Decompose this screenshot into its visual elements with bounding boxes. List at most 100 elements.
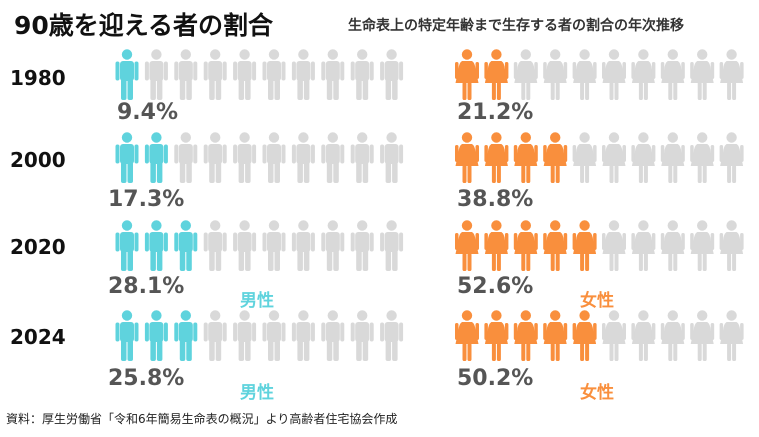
female-person-icon <box>543 49 568 100</box>
male-person-icon <box>321 220 345 271</box>
female-person-icon <box>631 132 656 183</box>
male-person-icon <box>291 132 315 183</box>
female-person-icon <box>719 132 744 183</box>
female-value-2020: 52.6% <box>457 274 534 299</box>
male-person-icon <box>174 132 198 183</box>
male-person-icon <box>144 49 168 100</box>
female-person-icon <box>484 132 509 183</box>
male-person-icon <box>350 310 374 361</box>
female-person-icon <box>455 49 479 100</box>
source-note: 資料：厚生労働省「令和6年簡易生命表の概況」より高齢者住宅協会作成 <box>6 412 398 426</box>
male-person-icon <box>291 49 315 100</box>
male-person-icon <box>203 132 227 183</box>
female-person-icon <box>660 132 685 183</box>
male-person-icon <box>144 132 168 183</box>
male-value-1980: 9.4% <box>117 100 179 125</box>
male-person-icon <box>380 49 404 100</box>
year-label-2000: 2000 <box>10 148 66 172</box>
male-person-icon <box>350 49 374 100</box>
male-person-icon <box>262 132 286 183</box>
male-label-2020: 男性 <box>240 291 274 311</box>
year-label-2020: 2020 <box>10 235 66 259</box>
female-person-icon <box>455 132 479 183</box>
male-person-icon <box>350 132 374 183</box>
male-person-icon <box>262 310 286 361</box>
male-person-icon <box>203 310 227 361</box>
male-value-2000: 17.3% <box>108 187 185 212</box>
female-person-icon <box>631 49 656 100</box>
male-person-icon <box>350 220 374 271</box>
male-person-icon <box>203 220 227 271</box>
male-person-icon <box>115 310 139 361</box>
year-label-2024: 2024 <box>10 325 66 349</box>
female-person-icon <box>513 132 538 183</box>
female-person-icon <box>719 220 744 271</box>
female-person-icon <box>513 49 538 100</box>
male-person-icon <box>233 220 257 271</box>
female-person-icon <box>631 220 656 271</box>
page-title: 90歳を迎える者の割合 <box>14 11 274 40</box>
female-person-icon <box>602 132 626 183</box>
female-value-2024: 50.2% <box>457 366 534 391</box>
male-person-icon <box>115 132 139 183</box>
female-person-icon <box>660 49 685 100</box>
female-person-icon <box>719 310 744 361</box>
female-label-2020: 女性 <box>580 291 614 311</box>
female-person-icon <box>513 220 538 271</box>
female-person-icon <box>602 49 626 100</box>
female-person-icon <box>690 220 715 271</box>
male-person-icon <box>262 220 286 271</box>
female-person-icon <box>602 220 626 271</box>
male-person-icon <box>380 220 404 271</box>
female-person-icon <box>543 220 568 271</box>
male-person-icon <box>380 310 404 361</box>
female-person-icon <box>572 220 597 271</box>
female-person-icon <box>660 220 685 271</box>
male-person-icon <box>144 220 168 271</box>
male-person-icon <box>233 132 257 183</box>
female-person-icon <box>690 49 715 100</box>
male-person-icon <box>291 220 315 271</box>
male-person-icon <box>233 310 257 361</box>
female-person-icon <box>484 220 509 271</box>
male-person-icon <box>174 310 198 361</box>
male-person-icon <box>291 310 315 361</box>
female-label-2024: 女性 <box>580 383 614 403</box>
female-person-icon <box>572 310 597 361</box>
male-value-2024: 25.8% <box>108 366 185 391</box>
male-person-icon <box>174 49 198 100</box>
female-person-icon <box>631 310 656 361</box>
male-person-icon <box>321 49 345 100</box>
male-person-icon <box>203 49 227 100</box>
female-person-icon <box>572 132 597 183</box>
male-person-icon <box>174 220 198 271</box>
female-person-icon <box>602 310 626 361</box>
year-label-1980: 1980 <box>10 66 66 90</box>
female-person-icon <box>484 310 509 361</box>
male-person-icon <box>380 132 404 183</box>
female-person-icon <box>513 310 538 361</box>
male-person-icon <box>115 220 139 271</box>
male-person-icon <box>262 49 286 100</box>
male-value-2020: 28.1% <box>108 274 185 299</box>
male-person-icon <box>321 132 345 183</box>
male-person-icon <box>115 49 139 100</box>
female-person-icon <box>572 49 597 100</box>
female-person-icon <box>719 49 744 100</box>
female-value-1980: 21.2% <box>457 100 534 125</box>
female-value-2000: 38.8% <box>457 187 534 212</box>
female-person-icon <box>484 49 509 100</box>
female-person-icon <box>690 132 715 183</box>
male-person-icon <box>321 310 345 361</box>
female-person-icon <box>455 310 479 361</box>
female-person-icon <box>660 310 685 361</box>
female-person-icon <box>543 310 568 361</box>
male-person-icon <box>144 310 168 361</box>
male-person-icon <box>233 49 257 100</box>
male-label-2024: 男性 <box>240 383 274 403</box>
female-person-icon <box>690 310 715 361</box>
female-person-icon <box>543 132 568 183</box>
page-subtitle: 生命表上の特定年齢まで生存する者の割合の年次推移 <box>348 18 684 34</box>
female-person-icon <box>455 220 479 271</box>
